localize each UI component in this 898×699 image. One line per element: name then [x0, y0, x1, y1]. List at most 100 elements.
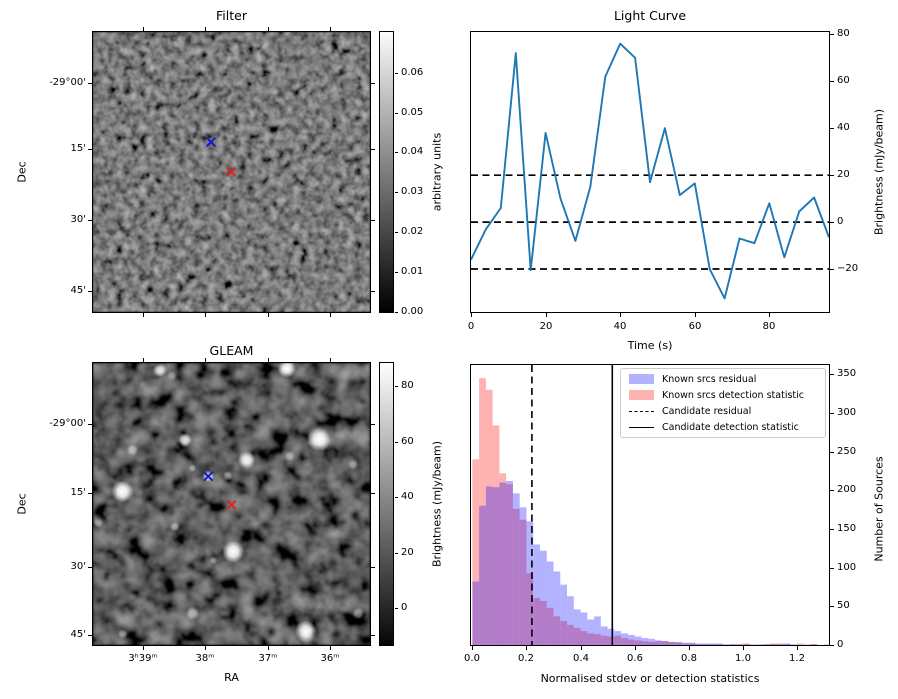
histogram-bar: [715, 644, 723, 645]
histogram-bar: [587, 633, 595, 645]
filter-colorbar-tick-label: 0.02: [401, 226, 424, 237]
legend-swatch: [629, 374, 654, 384]
dec-tick: [371, 635, 375, 636]
dec-tick-label: 15': [70, 487, 86, 498]
dec-tick-label: 15': [70, 143, 86, 154]
histogram-bar: [540, 550, 547, 645]
gleam-colorbar-tick-label: 60: [401, 436, 414, 447]
histogram-bar: [580, 631, 588, 645]
histogram-bar: [621, 633, 628, 645]
light-curve-canvas: [471, 42, 829, 300]
ra-tick: [330, 27, 331, 31]
dec-tick-label: 30': [70, 214, 86, 225]
gleam-colorbar-tick-label: 20: [401, 547, 414, 558]
histogram-bar: [594, 616, 601, 645]
radio-source: [166, 370, 177, 381]
histogram-bar: [479, 505, 486, 645]
gleam-colorbar-tick-label: 80: [401, 380, 414, 391]
filter-colorbar-tick: [395, 312, 398, 313]
brightness-tick-label: 40: [837, 122, 850, 133]
filter-colorbar-tick: [395, 113, 398, 114]
stat-tick: [472, 646, 473, 650]
histogram-bar: [614, 631, 622, 645]
histogram-legend: Known srcs residual Known srcs detection …: [620, 368, 826, 438]
histogram-bar: [763, 644, 770, 645]
legend-swatch: [629, 390, 654, 400]
ra-tick: [205, 27, 206, 31]
gleam-colorbar: [379, 362, 394, 646]
dec-tick: [371, 149, 375, 150]
brightness-tick: [830, 128, 834, 129]
histogram-bar: [709, 643, 716, 645]
gleam-colorbar-tick-label: 40: [401, 491, 414, 502]
legend-label: Known srcs residual: [662, 373, 757, 385]
brightness-tick: [830, 81, 834, 82]
histogram-bar: [641, 641, 649, 645]
count-tick-label: 200: [837, 484, 857, 495]
light-curve-title: Light Curve: [613, 8, 687, 23]
histogram-bar: [729, 644, 737, 645]
dec-tick-label: 30': [70, 561, 86, 572]
histogram-bar: [472, 581, 480, 645]
histogram-bar: [702, 644, 710, 645]
dec-tick: [88, 493, 92, 494]
radio-source: [188, 464, 197, 473]
histogram-bar: [580, 612, 588, 645]
histogram-bar: [492, 487, 500, 645]
radio-source: [348, 459, 359, 470]
brightness-tick-label: 60: [837, 75, 850, 86]
histogram-bar: [749, 644, 757, 645]
histogram-bar: [512, 508, 520, 645]
histogram-bar: [594, 634, 601, 645]
filter-colorbar-tick-label: 0.03: [401, 186, 424, 197]
histogram-ylabel: Number of Sources: [872, 456, 886, 562]
histogram-bar: [641, 638, 649, 645]
histogram-bar: [621, 638, 628, 645]
dec-tick: [371, 424, 375, 425]
dec-tick: [88, 291, 92, 292]
stat-tick-label: 0.8: [681, 653, 697, 664]
time-tick: [620, 313, 621, 317]
ra-tick: [143, 27, 144, 31]
stat-tick-label: 0.0: [464, 653, 480, 664]
histogram-bar: [526, 573, 534, 645]
histogram-bar: [770, 643, 777, 645]
stat-tick-label: 0.6: [627, 653, 643, 664]
ra-tick: [330, 646, 331, 650]
histogram-bar: [607, 628, 615, 645]
histogram-canvas: [472, 365, 829, 645]
histogram-bar: [485, 389, 493, 645]
histogram-bar: [742, 644, 750, 645]
radio-source: [170, 521, 180, 532]
histogram-bar: [715, 643, 723, 645]
filter-colorbar-tick-label: 0.01: [401, 266, 424, 277]
count-tick-label: 50: [837, 600, 850, 611]
ra-tick: [268, 27, 269, 31]
ra-tick: [330, 313, 331, 317]
count-tick-label: 100: [837, 562, 857, 573]
ra-tick-label: 38ᵐ: [195, 653, 215, 664]
histogram-bar: [695, 643, 703, 645]
count-tick: [830, 645, 834, 646]
histogram-bar: [688, 643, 696, 645]
histogram-bar: [519, 507, 527, 645]
histogram-bar: [492, 425, 500, 645]
histogram-bar: [675, 641, 683, 645]
brightness-tick-label: 0: [837, 216, 844, 227]
histogram-bar: [573, 627, 581, 645]
histogram-bar: [526, 521, 534, 645]
legend-label: Candidate detection statistic: [662, 421, 799, 433]
dec-tick: [371, 83, 375, 84]
filter-colorbar-tick: [395, 73, 398, 74]
ra-tick: [268, 646, 269, 650]
gleam-xlabel: RA: [224, 671, 239, 684]
time-tick-label: 80: [762, 321, 776, 332]
time-tick: [471, 313, 472, 317]
histogram-bar: [479, 378, 486, 645]
histogram-bar: [797, 643, 804, 645]
radio-source: [185, 606, 200, 621]
histogram-bar: [567, 624, 574, 645]
legend-entry: Known srcs detection statistic: [621, 387, 825, 403]
filter-plot-area: [92, 31, 371, 313]
light-curve-series: [471, 42, 829, 300]
